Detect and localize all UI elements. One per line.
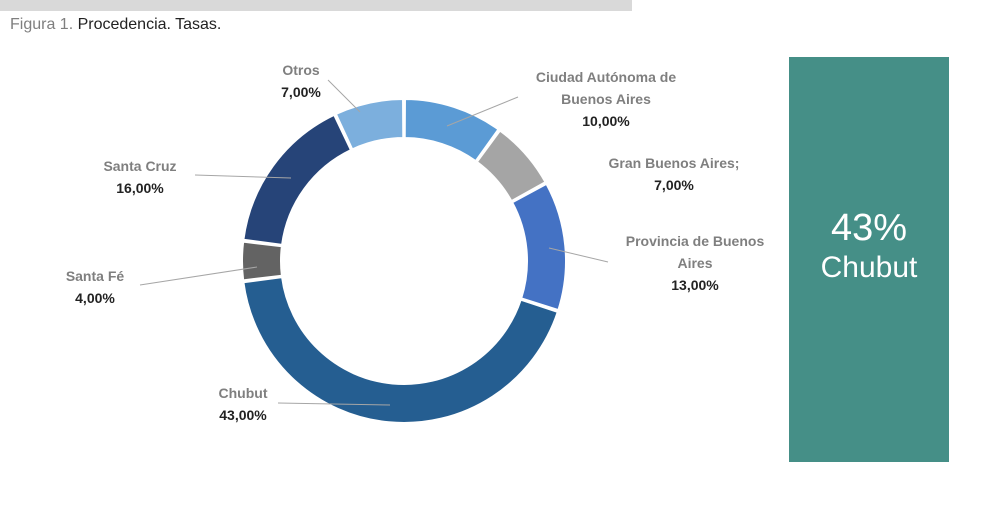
slice-otros	[334, 97, 405, 151]
slice-value-label: 43,00%	[219, 407, 267, 423]
leader-line	[139, 266, 258, 286]
slice-value-label: 7,00%	[281, 84, 321, 100]
callout-percent: 43%	[830, 206, 908, 249]
slice-label: Santa Fé	[66, 268, 125, 284]
slice-ciudad-aut-noma-de-buenos-aires	[403, 97, 500, 163]
slice-label: Aires	[677, 255, 712, 271]
slice-santa-cruz	[242, 113, 353, 246]
slice-value-label: 10,00%	[582, 113, 630, 129]
slice-label: Otros	[282, 62, 320, 78]
slice-label: Chubut	[219, 385, 268, 401]
donut-chart: Ciudad Autónoma de Buenos Aires 10,00% Gran…	[66, 62, 765, 424]
leader-line	[446, 96, 519, 127]
slice-provincia-de-buenos-aires	[510, 182, 567, 312]
slice-value-label: 16,00%	[116, 180, 164, 196]
leader-line	[548, 247, 609, 263]
leader-line	[327, 79, 361, 113]
figure-caption: Figura 1. Procedencia. Tasas.	[10, 16, 221, 34]
leader-line	[277, 402, 391, 406]
slice-label: Provincia de Buenos	[626, 233, 765, 249]
slice-label: Buenos Aires	[561, 91, 651, 107]
slice-chubut	[242, 276, 560, 424]
donut-slices	[240, 97, 567, 424]
figure-title: Procedencia. Tasas.	[73, 16, 222, 33]
slice-value-label: 7,00%	[654, 177, 694, 193]
leader-line	[194, 174, 292, 179]
leader-lines	[139, 79, 609, 406]
slice-value-label: 4,00%	[75, 290, 115, 306]
slice-label: Santa Cruz	[103, 158, 176, 174]
top-bar	[0, 0, 632, 11]
figure-number: Figura 1.	[10, 16, 74, 33]
slice-labels: Ciudad Autónoma de Buenos Aires 10,00% Gran…	[66, 62, 765, 423]
slice-label: Ciudad Autónoma de	[536, 69, 676, 85]
callout-label: Chubut	[820, 250, 918, 284]
slice-santa-f	[240, 240, 283, 282]
highlight-callout: 43% Chubut	[789, 57, 949, 462]
slice-label: Gran Buenos Aires;	[609, 155, 740, 171]
slice-gran-buenos-aires	[475, 129, 547, 203]
slice-value-label: 13,00%	[671, 277, 719, 293]
